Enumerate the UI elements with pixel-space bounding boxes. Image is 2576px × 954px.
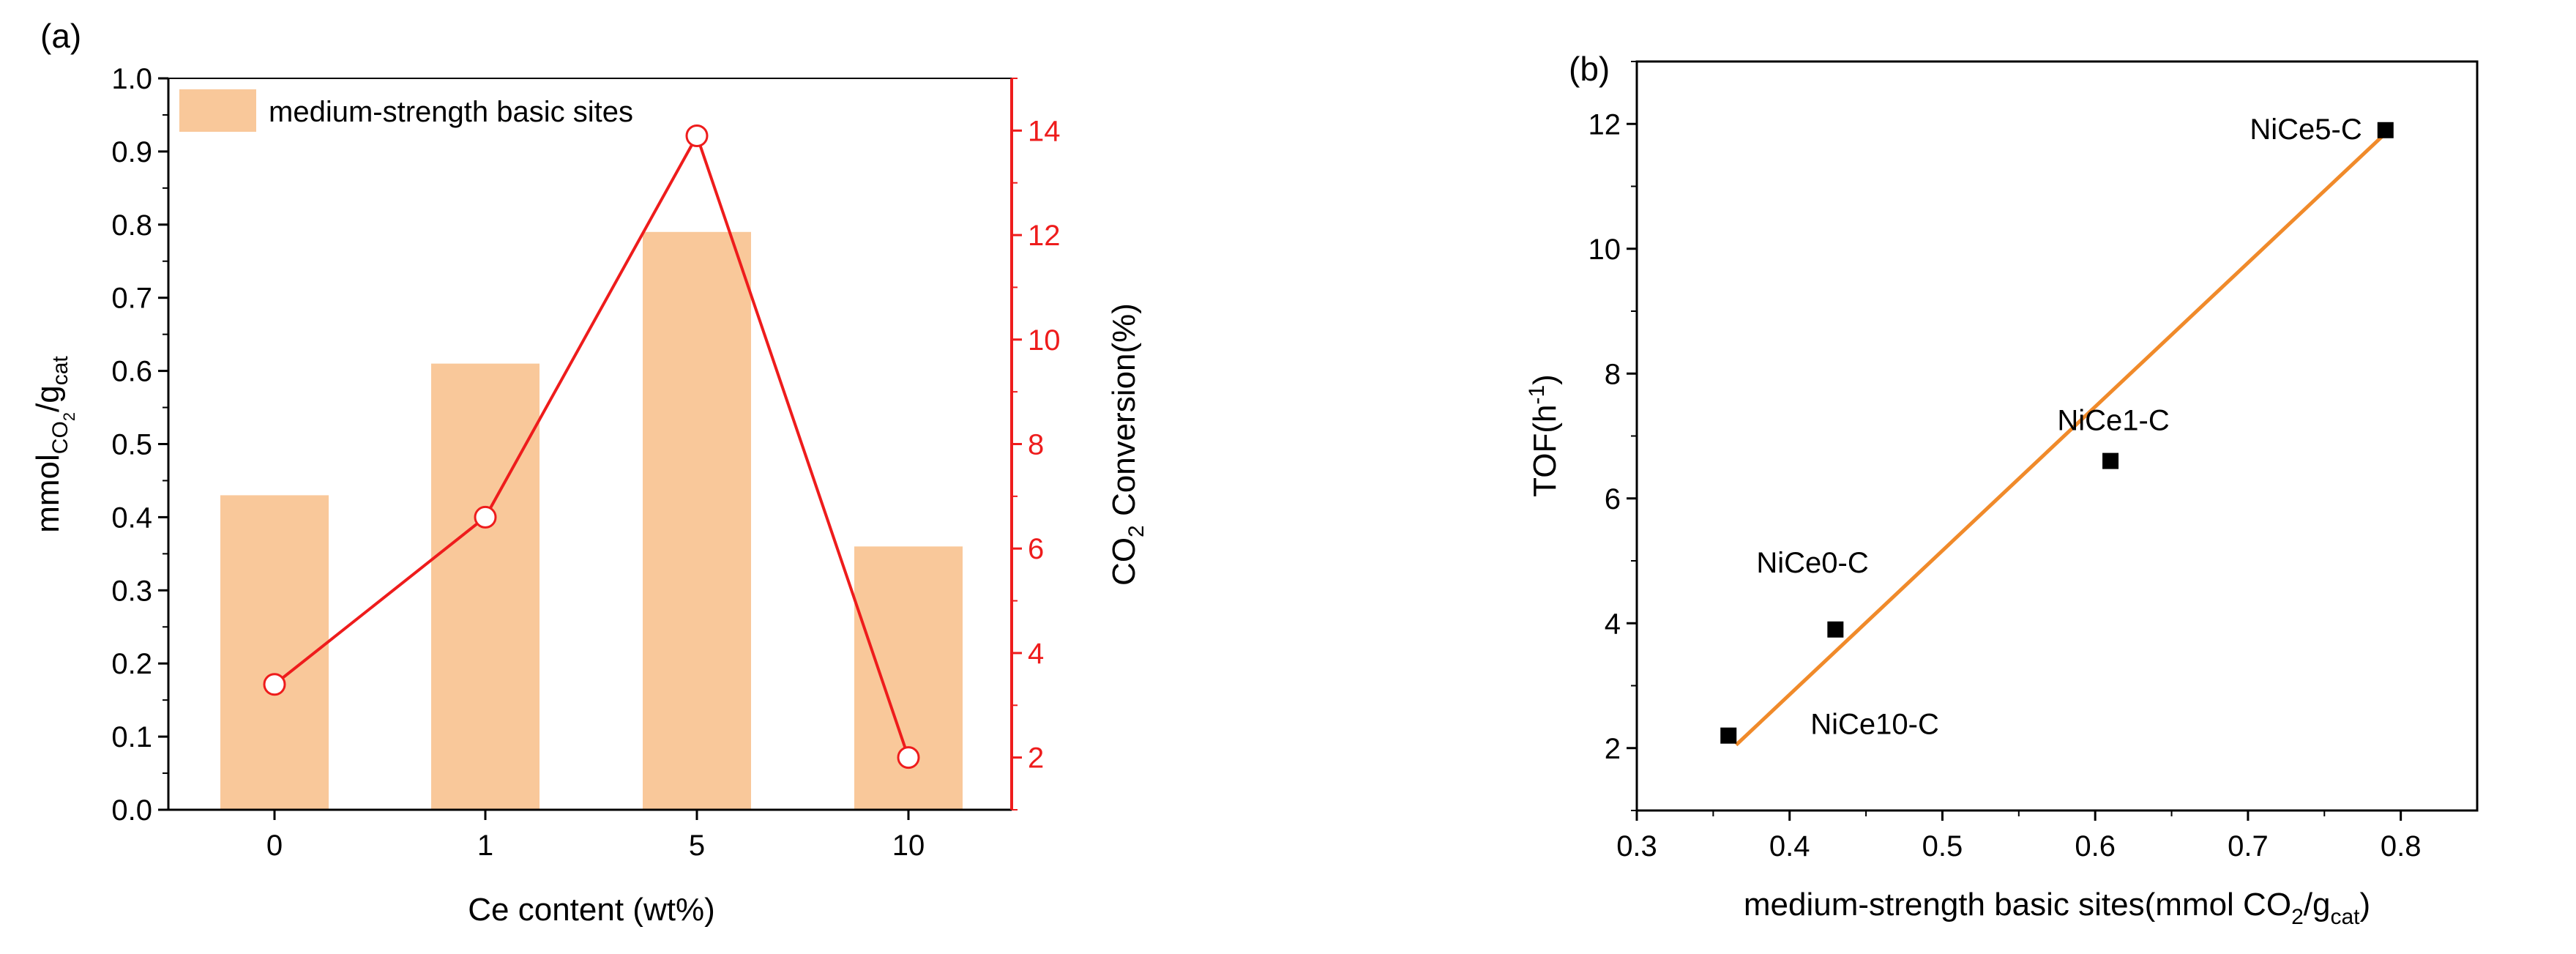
y2-tick-label: 10 (1028, 324, 1061, 357)
y-tick-label: 4 (1605, 608, 1621, 640)
y2-tick-label: 12 (1028, 220, 1061, 252)
point-label-NiCe1-C: NiCe1-C (2057, 405, 2169, 437)
y-tick-label: 0.9 (111, 136, 152, 168)
point-NiCe10-C (1720, 727, 1737, 744)
panel-a: (a) 0.0 0.1 0.2 0.3 0.4 0.5 0.6 0.7 0.8 0.9 1.0 2 4… (30, 17, 1149, 928)
y-axis-label: TOF(h-1) (1525, 374, 1563, 497)
y2-axis-label: CO2 Conversion(%) (1106, 303, 1149, 586)
x-tick-label: 1 (477, 830, 493, 862)
scatter-series: NiCe0-C NiCe1-C NiCe5-C NiCe10-C (1720, 113, 2394, 744)
bar-5 (643, 231, 751, 810)
x-tick-label: 0.8 (2381, 830, 2422, 862)
panel-a-label: (a) (40, 17, 81, 55)
x-axis-label: Ce content (wt%) (468, 892, 714, 928)
y-tick-label: 10 (1588, 234, 1621, 266)
x-tick-label: 0.5 (1922, 830, 1963, 862)
point-label-NiCe10-C: NiCe10-C (1810, 709, 1939, 741)
y-tick-label: 0.0 (111, 794, 152, 827)
conversion-point-5 (685, 124, 709, 147)
x-tick-label: 0.7 (2228, 830, 2269, 862)
fit-line (1734, 132, 2387, 747)
bar-1 (431, 363, 540, 810)
y-tick-label: 0.4 (111, 502, 152, 534)
y-tick-label: 0.6 (111, 356, 152, 388)
point-label-NiCe0-C: NiCe0-C (1756, 547, 1868, 579)
bar-10 (854, 546, 963, 810)
y2-tick-label: 8 (1028, 429, 1044, 461)
point-NiCe1-C (2102, 452, 2119, 469)
x-ticks: 0.3 0.4 0.5 0.6 0.7 0.8 (1616, 810, 2421, 862)
y-tick-label: 0.5 (111, 429, 152, 461)
conversion-point-10 (897, 746, 920, 769)
conversion-line (273, 132, 910, 759)
legend: medium-strength basic sites (179, 89, 633, 132)
legend-label: medium-strength basic sites (269, 96, 633, 128)
y-tick-label: 0.1 (111, 721, 152, 753)
conversion-series (263, 124, 920, 769)
x-tick-label: 0 (266, 830, 283, 862)
y-tick-label: 2 (1605, 733, 1621, 765)
x-tick-label: 0.4 (1769, 830, 1810, 862)
y-ticks: 2 4 6 8 10 12 (1588, 61, 1637, 811)
x-tick-label: 5 (689, 830, 705, 862)
conversion-point-0 (263, 673, 286, 696)
y2-tick-label: 2 (1028, 742, 1044, 775)
y2-tick-label: 4 (1028, 638, 1044, 670)
point-NiCe5-C (2377, 122, 2394, 138)
bar-0 (220, 495, 329, 810)
legend-swatch (179, 89, 256, 132)
y-tick-label: 0.2 (111, 648, 152, 680)
y-tick-label: 6 (1605, 483, 1621, 515)
x-axis-label: medium-strength basic sites(mmol CO2/gca… (1744, 887, 2370, 929)
y-tick-label: 1.0 (111, 63, 152, 95)
y-tick-label: 12 (1588, 108, 1621, 141)
point-NiCe0-C (1827, 621, 1844, 638)
point-label-NiCe5-C: NiCe5-C (2250, 113, 2362, 146)
right-y-ticks: 2 4 6 8 10 12 14 (1012, 78, 1061, 810)
x-tick-label: 0.6 (2075, 830, 2116, 862)
left-y-ticks: 0.0 0.1 0.2 0.3 0.4 0.5 0.6 0.7 0.8 0.9 1.0 (111, 63, 168, 827)
bar-series (220, 231, 963, 810)
y-tick-label: 0.7 (111, 283, 152, 315)
x-tick-label: 0.3 (1616, 830, 1657, 862)
conversion-point-1 (474, 505, 497, 529)
y2-tick-label: 14 (1028, 115, 1061, 147)
panel-b-label: (b) (1569, 50, 1610, 88)
x-tick-label: 10 (892, 830, 925, 862)
y-tick-label: 0.3 (111, 575, 152, 607)
fit-line-segment (1734, 132, 2387, 747)
y-axis-label: mmolCO2/gcat (30, 356, 78, 533)
x-ticks: 0 1 5 10 (266, 810, 925, 862)
y2-tick-label: 6 (1028, 533, 1044, 565)
y-tick-label: 8 (1605, 358, 1621, 390)
y-tick-label: 0.8 (111, 209, 152, 242)
